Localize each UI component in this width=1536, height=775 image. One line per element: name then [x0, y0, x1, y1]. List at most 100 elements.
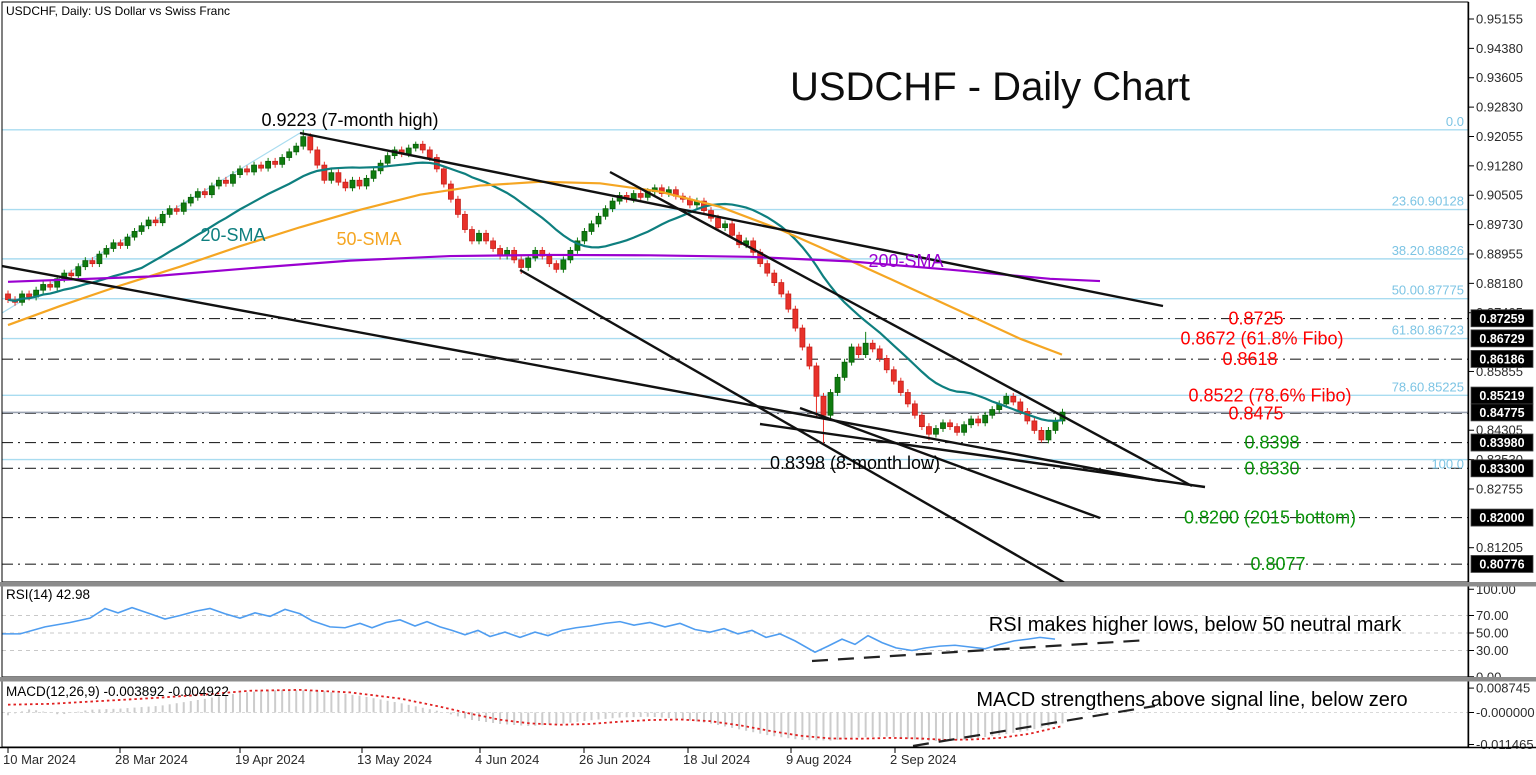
price-tag-box — [1470, 329, 1534, 348]
y-axis-label: 0.92830 — [1476, 100, 1523, 115]
candle-up — [560, 259, 567, 270]
price-tag-value: 0.86729 — [1479, 332, 1524, 346]
candle-up — [412, 143, 419, 149]
chart-annotation: 0.9223 (7-month high) — [261, 110, 438, 130]
price-level-label: 0.8672 (61.8% Fibo) — [1180, 329, 1343, 349]
candle-down — [1031, 420, 1038, 431]
macd-axis-label: -0.000000 — [1476, 705, 1535, 720]
panel-separator[interactable] — [0, 582, 1536, 587]
candle-down — [919, 414, 925, 428]
y-axis-label: 0.95155 — [1476, 12, 1523, 27]
candle-down — [1017, 401, 1024, 412]
fibonacci-label: 38.20.88826 — [1392, 243, 1464, 258]
candle-down — [469, 229, 475, 242]
candle-up — [609, 200, 616, 210]
y-axis-label: 0.92055 — [1476, 129, 1523, 144]
price-tag-box — [1470, 403, 1534, 422]
candle-up — [862, 342, 869, 356]
fibonacci-label: 78.60.85225 — [1392, 379, 1464, 394]
candle-down — [89, 260, 96, 265]
x-axis-label: 26 Jun 2024 — [579, 752, 651, 767]
rsi-panel-surface[interactable] — [2, 586, 1468, 677]
candle-down — [335, 172, 342, 183]
trendline — [299, 131, 1164, 308]
price-axis-surface[interactable] — [1469, 0, 1536, 748]
panel-separator[interactable] — [0, 677, 1536, 682]
price-panel-surface[interactable] — [2, 2, 1468, 582]
candle-down — [715, 217, 721, 229]
price-tag-value: 0.86186 — [1479, 352, 1524, 366]
price-tag-value: 0.83300 — [1479, 462, 1524, 476]
axis-layer: 0.95155 0.94380 0.93605 0.92830 0.92055 0.912… — [3, 2, 1535, 767]
rsi-axis-label: 70.00 — [1476, 608, 1509, 623]
candle-up — [215, 179, 222, 187]
candle-up — [54, 278, 61, 288]
sma200-line — [7, 253, 1101, 283]
candle-down — [1038, 430, 1045, 441]
time-axis-surface[interactable] — [0, 748, 1536, 775]
candle-down — [117, 242, 124, 246]
candle-down — [440, 168, 447, 185]
fibonacci-label: 50.00.87775 — [1392, 283, 1464, 298]
y-axis-label: 0.91280 — [1476, 158, 1523, 173]
candle-down — [813, 365, 820, 397]
macd-panel-surface[interactable] — [2, 681, 1468, 747]
price-tag-box — [1470, 309, 1534, 328]
fibonacci-label: 0.0 — [1446, 114, 1464, 129]
candle-down — [954, 426, 960, 433]
candle-down — [5, 293, 11, 301]
candle-down — [799, 327, 806, 348]
candle-down — [342, 181, 349, 189]
macd-signal-line — [7, 688, 1063, 741]
candle-up — [349, 179, 356, 189]
fibonacci-label: 100.0 — [1431, 457, 1464, 472]
sma20-line — [7, 161, 1063, 423]
candle-down — [173, 208, 180, 212]
price-level-label: 0.8077 — [1250, 554, 1305, 574]
candle-up — [595, 215, 602, 225]
x-axis-label: 9 Aug 2024 — [786, 752, 852, 767]
candle-up — [405, 147, 412, 155]
candle-down — [455, 198, 461, 215]
price-level-label: 0.8398 — [1244, 433, 1299, 453]
candle-up — [230, 174, 236, 184]
candle-up — [384, 155, 391, 164]
macd-annotation: MACD strengthens above signal line, belo… — [976, 689, 1407, 711]
candle-up — [961, 424, 967, 433]
macd-trendline — [912, 704, 1156, 747]
candle-down — [68, 272, 75, 277]
candle-up — [286, 151, 293, 158]
price-level-label: 0.8725 — [1228, 309, 1283, 329]
candle-up — [40, 284, 47, 291]
x-axis-label: 28 Mar 2024 — [115, 752, 188, 767]
candle-down — [518, 259, 525, 268]
candle-up — [279, 157, 286, 165]
candle-down — [447, 183, 454, 200]
sma-label: 50-SMA — [336, 229, 401, 249]
candle-up — [300, 136, 307, 147]
candle-up — [827, 392, 834, 416]
y-axis-label: 0.82755 — [1476, 481, 1523, 496]
candle-down — [1010, 395, 1017, 403]
candle-down — [321, 164, 328, 181]
candle-up — [328, 172, 335, 181]
rsi-annotation: RSI makes higher lows, below 50 neutral … — [989, 614, 1402, 636]
x-axis-label: 18 Jul 2024 — [683, 752, 750, 767]
candle-up — [525, 257, 532, 268]
candle-down — [47, 284, 54, 288]
candle-up — [602, 208, 609, 217]
rsi-trendline — [811, 638, 1149, 663]
candle-down — [258, 164, 264, 169]
price-level-label: 0.8475 — [1228, 403, 1283, 423]
rsi-label: RSI(14) 42.98 — [6, 587, 90, 602]
fibonacci-label: 23.60.90128 — [1392, 194, 1464, 209]
candle-down — [771, 272, 778, 283]
x-axis-label: 13 May 2024 — [357, 752, 432, 767]
trendline — [609, 170, 1193, 488]
candle-up — [208, 185, 215, 196]
y-axis-label: 0.89730 — [1476, 217, 1523, 232]
candle-down — [947, 422, 953, 428]
candle-down — [785, 293, 792, 310]
candle-down — [490, 240, 496, 249]
